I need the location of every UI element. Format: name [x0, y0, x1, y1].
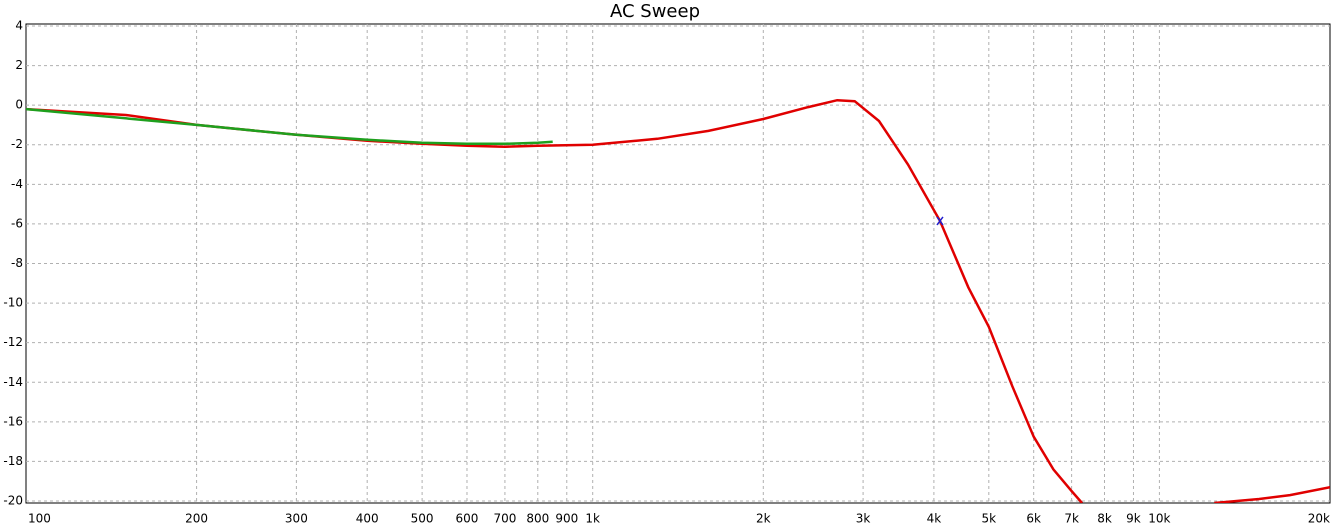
series-line: [26, 107, 553, 146]
y-tick-label: -2: [11, 137, 23, 151]
x-tick-label: 8k: [1097, 512, 1112, 526]
x-tick-label: 3k: [856, 512, 871, 526]
x-tick-label: 100: [28, 512, 51, 526]
y-tick-label: -18: [3, 454, 23, 468]
y-tick-label: 0: [15, 98, 23, 112]
x-tick-label: 800: [526, 512, 549, 526]
x-tick-label: 700: [493, 512, 516, 526]
x-tick-label: 7k: [1064, 512, 1079, 526]
x-tick-label: 900: [555, 512, 578, 526]
y-tick-label: -10: [3, 296, 23, 310]
plot-frame: [25, 23, 1331, 504]
y-tick-label: -16: [3, 414, 23, 428]
x-tick-label: 20k: [1308, 512, 1330, 526]
x-tick-label: 500: [411, 512, 434, 526]
x-tick-label: 10k: [1148, 512, 1170, 526]
x-tick-label: 600: [456, 512, 479, 526]
x-tick-label: 300: [285, 512, 308, 526]
x-tick-label: 400: [356, 512, 379, 526]
x-tick-label: 6k: [1026, 512, 1041, 526]
y-tick-label: 2: [15, 58, 23, 72]
x-tick-label: 200: [185, 512, 208, 526]
y-tick-label: -8: [11, 256, 23, 270]
x-tick-label: 2k: [756, 512, 771, 526]
y-tick-label: -6: [11, 216, 23, 230]
series-line: [26, 98, 1330, 503]
y-tick-label: -12: [3, 335, 23, 349]
x-tick-label: 9k: [1126, 512, 1141, 526]
chart-title: AC Sweep: [610, 1, 700, 22]
x-tick-label: 4k: [927, 512, 942, 526]
x-tick-label: 5k: [982, 512, 997, 526]
y-tick-label: 4: [15, 18, 23, 32]
y-tick-label: -14: [3, 375, 23, 389]
y-tick-label: -20: [3, 494, 23, 508]
x-tick-label: 1k: [585, 512, 600, 526]
y-tick-label: -4: [11, 177, 23, 191]
cursor-marker: [936, 216, 944, 226]
